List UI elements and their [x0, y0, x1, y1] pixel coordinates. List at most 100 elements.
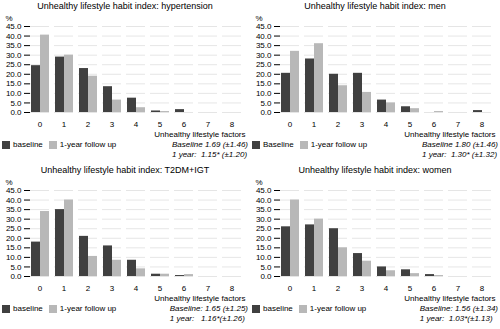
svg-text:10.0: 10.0 [256, 89, 272, 98]
svg-text:20.0: 20.0 [6, 234, 22, 243]
svg-text:45.0: 45.0 [6, 186, 22, 195]
svg-text:4: 4 [134, 120, 139, 129]
html-text:Baseline: 1.65 (±1.25): Baseline: 1.65 (±1.25) [169, 304, 248, 313]
svg-text:5.0: 5.0 [10, 99, 22, 108]
svg-text:8: 8 [230, 120, 235, 129]
html-text:1 year: 1.16*(±1.26): 1 year: 1.16*(±1.26) [169, 314, 245, 323]
svg-text:5: 5 [158, 284, 163, 293]
svg-text:0: 0 [288, 120, 293, 129]
svg-text:35.0: 35.0 [256, 41, 272, 50]
svg-text:7: 7 [456, 284, 461, 293]
html-text:Unhealthy lifestyle habit inde: Unhealthy lifestyle habit index: men [304, 1, 446, 11]
svg-text:0.0: 0.0 [10, 272, 22, 281]
svg-text:Unhealthy lifestyle factors: Unhealthy lifestyle factors [404, 294, 495, 303]
svg-text:15.0: 15.0 [256, 79, 272, 88]
svg-text:45.0: 45.0 [256, 186, 272, 195]
svg-text:45.0: 45.0 [6, 22, 22, 31]
html-text:1-year follow up: 1-year follow up [59, 304, 117, 313]
svg-text:40.0: 40.0 [256, 32, 272, 41]
svg-text:20.0: 20.0 [6, 70, 22, 79]
svg-text:1: 1 [62, 284, 67, 293]
svg-text:25.0: 25.0 [6, 60, 22, 69]
svg-text:5: 5 [408, 284, 413, 293]
svg-text:7: 7 [456, 120, 461, 129]
svg-text:40.0: 40.0 [6, 32, 22, 41]
html-text:1 year: 1.30* (±1.32): 1 year: 1.30* (±1.32) [422, 150, 498, 159]
svg-text:6: 6 [432, 284, 437, 293]
svg-text:2: 2 [336, 120, 341, 129]
svg-text:25.0: 25.0 [256, 60, 272, 69]
svg-text:1: 1 [312, 120, 317, 129]
svg-text:15.0: 15.0 [6, 79, 22, 88]
svg-text:%: % [256, 178, 263, 187]
svg-text:3: 3 [110, 120, 115, 129]
svg-text:8: 8 [480, 284, 485, 293]
svg-text:35.0: 35.0 [6, 205, 22, 214]
svg-text:3: 3 [110, 284, 115, 293]
svg-text:0.0: 0.0 [260, 272, 272, 281]
svg-text:%: % [256, 14, 263, 23]
svg-text:6: 6 [182, 284, 187, 293]
svg-text:25.0: 25.0 [6, 224, 22, 233]
svg-text:3: 3 [360, 284, 365, 293]
svg-text:4: 4 [384, 120, 389, 129]
html-text:1-year follow up: 1-year follow up [310, 140, 368, 149]
svg-text:Unhealthy lifestyle factors: Unhealthy lifestyle factors [154, 130, 245, 139]
svg-text:2: 2 [86, 284, 91, 293]
html-text:Baseline 1.69 (±1.46): Baseline 1.69 (±1.46) [172, 140, 248, 149]
html-text:baseline: baseline [13, 304, 43, 313]
html-text:baseline: baseline [13, 140, 43, 149]
svg-text:4: 4 [384, 284, 389, 293]
svg-text:1: 1 [312, 284, 317, 293]
svg-text:5: 5 [158, 120, 163, 129]
html-text:Baseline 1.80 (±1.46): Baseline 1.80 (±1.46) [422, 140, 498, 149]
svg-text:10.0: 10.0 [6, 89, 22, 98]
svg-text:1: 1 [62, 120, 67, 129]
svg-text:20.0: 20.0 [256, 234, 272, 243]
html-text:Unhealthy lifestyle habit inde: Unhealthy lifestyle habit index: hyperte… [37, 1, 213, 11]
svg-text:10.0: 10.0 [256, 253, 272, 262]
html-text:Baseline: Baseline [263, 140, 294, 149]
svg-text:0: 0 [38, 120, 43, 129]
svg-text:20.0: 20.0 [256, 70, 272, 79]
svg-text:45.0: 45.0 [256, 22, 272, 31]
svg-text:15.0: 15.0 [256, 243, 272, 252]
svg-text:3: 3 [360, 120, 365, 129]
svg-text:4: 4 [134, 284, 139, 293]
svg-text:30.0: 30.0 [6, 215, 22, 224]
svg-text:40.0: 40.0 [256, 196, 272, 205]
svg-text:0: 0 [288, 284, 293, 293]
svg-text:35.0: 35.0 [6, 41, 22, 50]
svg-text:15.0: 15.0 [6, 243, 22, 252]
svg-text:%: % [6, 178, 13, 187]
svg-text:5: 5 [408, 120, 413, 129]
svg-text:5.0: 5.0 [260, 99, 272, 108]
html-text:Unhealthy lifestyle habit inde: Unhealthy lifestyle habit index: T2DM+IG… [40, 165, 210, 175]
svg-text:7: 7 [206, 120, 211, 129]
svg-text:35.0: 35.0 [256, 205, 272, 214]
svg-text:7: 7 [206, 284, 211, 293]
svg-text:Unhealthy lifestyle factors: Unhealthy lifestyle factors [404, 130, 495, 139]
svg-text:8: 8 [480, 120, 485, 129]
html-text:1 year: 1.15* (±1.20): 1 year: 1.15* (±1.20) [172, 150, 248, 159]
svg-text:0.0: 0.0 [260, 108, 272, 117]
svg-text:2: 2 [336, 284, 341, 293]
svg-text:0: 0 [38, 284, 43, 293]
svg-text:40.0: 40.0 [6, 196, 22, 205]
svg-text:5.0: 5.0 [10, 263, 22, 272]
svg-text:8: 8 [230, 284, 235, 293]
svg-text:30.0: 30.0 [256, 51, 272, 60]
html-text:Unhealthy lifestyle habit inde: Unhealthy lifestyle habit index: women [298, 165, 452, 175]
svg-text:0.0: 0.0 [10, 108, 22, 117]
svg-text:Unhealthy lifestyle factors: Unhealthy lifestyle factors [154, 294, 245, 303]
svg-text:6: 6 [182, 120, 187, 129]
svg-text:2: 2 [86, 120, 91, 129]
svg-text:10.0: 10.0 [6, 253, 22, 262]
svg-text:5.0: 5.0 [260, 263, 272, 272]
html-text:1-year follow up: 1-year follow up [59, 140, 117, 149]
svg-text:6: 6 [432, 120, 437, 129]
svg-text:25.0: 25.0 [256, 224, 272, 233]
svg-text:%: % [6, 14, 13, 23]
svg-text:30.0: 30.0 [256, 215, 272, 224]
svg-text:30.0: 30.0 [6, 51, 22, 60]
